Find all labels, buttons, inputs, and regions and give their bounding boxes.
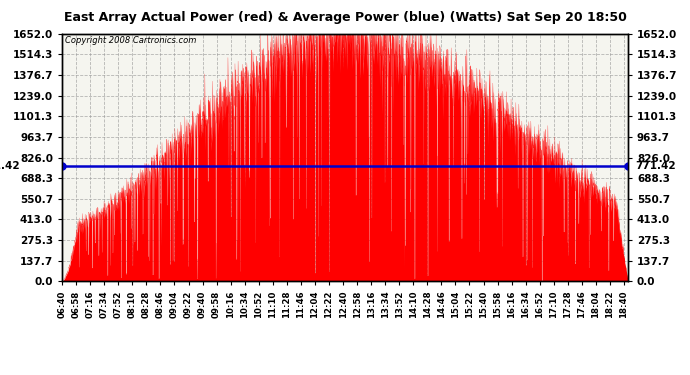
Text: Copyright 2008 Cartronics.com: Copyright 2008 Cartronics.com xyxy=(65,36,196,45)
Text: 771.42: 771.42 xyxy=(0,160,19,171)
Text: 771.42: 771.42 xyxy=(635,160,676,171)
Text: East Array Actual Power (red) & Average Power (blue) (Watts) Sat Sep 20 18:50: East Array Actual Power (red) & Average … xyxy=(63,11,627,24)
